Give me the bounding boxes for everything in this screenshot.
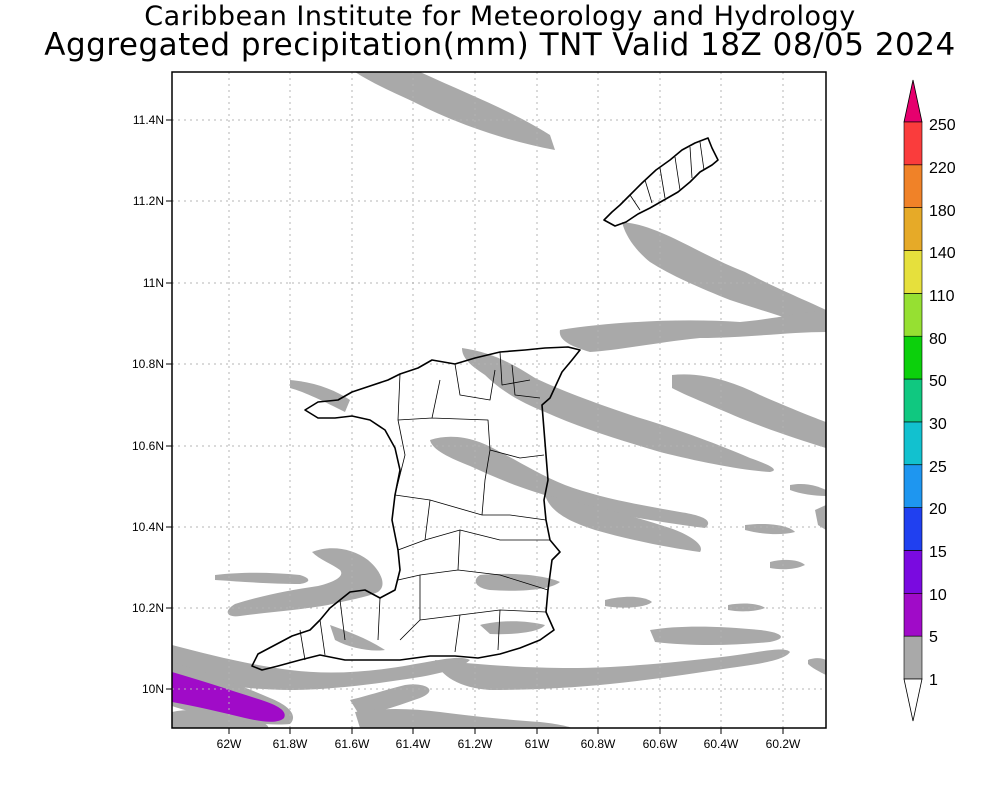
lon-label: 61.2W bbox=[458, 737, 493, 751]
colorbar-label: 20 bbox=[929, 501, 947, 518]
rain-band-east-2 bbox=[672, 374, 826, 448]
lat-labels: 11.4N 11.2N 11N 10.8N 10.6N 10.4N 10.2N … bbox=[132, 113, 164, 696]
rain-band-east-1 bbox=[559, 310, 826, 352]
rain-band-northwest bbox=[290, 380, 350, 412]
colorbar-label: 15 bbox=[929, 544, 947, 561]
lat-label: 11N bbox=[143, 276, 164, 290]
rain-band-south-5 bbox=[435, 649, 790, 690]
rain-band-central-east bbox=[545, 495, 701, 552]
lat-label: 10.2N bbox=[132, 601, 164, 615]
colorbar-label: 30 bbox=[929, 416, 947, 433]
lon-label: 60.8W bbox=[581, 737, 616, 751]
rain-band-purple-5-10 bbox=[172, 672, 285, 722]
rain-band-south-9 bbox=[808, 658, 826, 675]
colorbar-label: 220 bbox=[929, 160, 956, 177]
colorbar-swatch bbox=[903, 164, 923, 208]
rain-band-far-east-2 bbox=[745, 523, 795, 535]
colorbar-swatch bbox=[903, 421, 923, 465]
plot-frame bbox=[171, 71, 827, 729]
colorbar-swatch bbox=[903, 550, 923, 594]
lat-label: 11.4N bbox=[133, 113, 164, 127]
colorbar-swatch bbox=[903, 592, 923, 637]
rain-band-south-6 bbox=[605, 596, 652, 608]
rain-band-south-10 bbox=[355, 709, 571, 728]
lat-label: 10.8N bbox=[132, 357, 164, 371]
axis-ticks bbox=[166, 119, 784, 734]
colorbar-swatch bbox=[903, 335, 923, 380]
colorbar-bottom-arrow bbox=[903, 678, 923, 722]
colorbar-label: 5 bbox=[929, 629, 938, 646]
title-institute: Caribbean Institute for Meteorology and … bbox=[144, 1, 856, 32]
colorbar-swatch bbox=[903, 507, 923, 551]
rain-band-west-1 bbox=[215, 572, 309, 584]
colorbar-label: 10 bbox=[929, 587, 947, 604]
rain-band-south-2 bbox=[350, 684, 430, 716]
colorbar-label: 140 bbox=[929, 245, 956, 262]
colorbar-swatch bbox=[903, 464, 923, 508]
colorbar-swatch bbox=[903, 293, 923, 337]
lon-label: 61W bbox=[525, 737, 550, 751]
colorbar-top-arrow bbox=[903, 79, 923, 123]
lon-label: 61.8W bbox=[273, 737, 308, 751]
rain-band-south-3 bbox=[475, 573, 560, 591]
rain-band-south-far bbox=[650, 626, 781, 645]
rain-band-south-4 bbox=[480, 621, 545, 635]
trinidad-island bbox=[251, 346, 581, 671]
lon-label: 61.6W bbox=[335, 737, 370, 751]
lon-label: 60.4W bbox=[704, 737, 739, 751]
colorbar-swatch bbox=[903, 378, 923, 423]
tobago-parishes bbox=[629, 141, 705, 211]
lat-label: 11.2N bbox=[133, 194, 164, 208]
lon-label: 61.4W bbox=[396, 737, 431, 751]
colorbar-label: 80 bbox=[929, 331, 947, 348]
lon-label: 62W bbox=[217, 737, 242, 751]
rain-band-far-east-1 bbox=[790, 483, 826, 496]
colorbar-swatch bbox=[903, 121, 923, 166]
colorbar-label: 250 bbox=[929, 117, 956, 134]
colorbar-label: 1 bbox=[929, 672, 938, 689]
colorbar-label: 25 bbox=[929, 459, 947, 476]
lat-label: 10N bbox=[142, 682, 164, 696]
lat-label: 10.4N bbox=[132, 520, 164, 534]
rain-band-tobago-east bbox=[622, 222, 826, 332]
rain-band-southwest-arc bbox=[227, 548, 383, 617]
rain-band-northeast-coast bbox=[462, 348, 774, 472]
rain-band-south-8 bbox=[770, 559, 805, 570]
rain-band-south-1 bbox=[330, 625, 385, 651]
rain-band-far-east-3 bbox=[815, 505, 826, 530]
trinidad-coastline bbox=[251, 346, 581, 671]
colorbar-swatch bbox=[903, 207, 923, 251]
colorbar-swatch bbox=[903, 635, 923, 680]
colorbar-label: 50 bbox=[929, 373, 947, 390]
colorbar-label: 110 bbox=[929, 288, 955, 305]
rain-band-southwest-corner bbox=[172, 709, 269, 728]
lon-labels: 62W 61.8W 61.6W 61.4W 61.2W 61W 60.8W 60… bbox=[217, 737, 801, 751]
lon-label: 60.6W bbox=[643, 737, 678, 751]
lon-label: 60.2W bbox=[766, 737, 801, 751]
trinidad-counties bbox=[299, 351, 550, 661]
rain-band-north bbox=[355, 72, 555, 150]
tobago-island bbox=[603, 137, 719, 227]
tobago-coastline bbox=[603, 137, 719, 227]
colorbar-legend: 1 5 10 15 20 25 30 50 80 110 140 180 220… bbox=[903, 79, 956, 722]
title-product: Aggregated precipitation(mm) TNT Valid 1… bbox=[44, 27, 956, 63]
precipitation-field bbox=[172, 72, 826, 728]
colorbar-swatch bbox=[903, 250, 923, 294]
rain-band-central bbox=[430, 436, 709, 528]
colorbar-labels: 1 5 10 15 20 25 30 50 80 110 140 180 220… bbox=[929, 117, 956, 689]
colorbar-boxes bbox=[903, 121, 923, 680]
rain-band-gulf-south bbox=[172, 645, 470, 690]
colorbar-label: 180 bbox=[929, 203, 956, 220]
rain-band-south-7 bbox=[728, 603, 765, 612]
graticule bbox=[172, 72, 826, 728]
lat-label: 10.6N bbox=[132, 439, 164, 453]
